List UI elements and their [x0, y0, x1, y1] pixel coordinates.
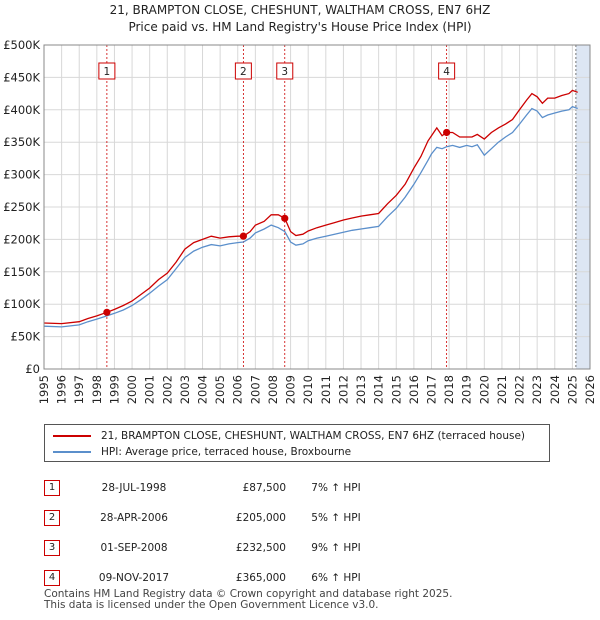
sale-label-box: [276, 62, 294, 80]
x-tick-label: 2014: [372, 375, 386, 404]
x-tick-label: 2025: [565, 375, 579, 404]
sale-number: 2: [44, 510, 60, 526]
y-tick-label: £500K: [3, 38, 40, 52]
footer-line-2: This data is licensed under the Open Gov…: [44, 599, 379, 611]
x-tick-label: 2010: [301, 375, 315, 404]
chart-title: 21, BRAMPTON CLOSE, CHESHUNT, WALTHAM CR…: [109, 3, 491, 17]
sale-label-box: [98, 62, 116, 80]
x-tick-label: 2000: [125, 375, 139, 404]
y-tick-label: £200K: [3, 232, 40, 246]
x-tick-label: 2008: [266, 375, 280, 404]
x-tick-label: 1995: [37, 375, 51, 404]
y-tick-label: £150K: [3, 265, 40, 279]
sale-price: £205,000: [235, 512, 286, 524]
x-tick-label: 2016: [407, 375, 421, 404]
x-tick-label: 1997: [72, 375, 86, 404]
x-tick-label: 2002: [160, 375, 174, 404]
legend-label-hpi: HPI: Average price, terraced house, Brox…: [101, 446, 352, 458]
x-tick-label: 2022: [513, 375, 527, 404]
y-tick-label: £0: [25, 362, 40, 376]
hpi-series-line: [43, 105, 578, 328]
y-tick-label: £350K: [3, 135, 40, 149]
x-tick-label: 2006: [231, 375, 245, 404]
sale-point: [103, 308, 111, 316]
sales-row: 1 28-JUL-1998 £87,500 7% ↑ HPI: [44, 473, 386, 503]
sale-hpi-diff: 7% ↑ HPI: [311, 482, 361, 494]
x-tick-label: 2012: [336, 375, 350, 404]
legend-swatch-hpi: [53, 451, 91, 453]
legend-item-hpi: HPI: Average price, terraced house, Brox…: [53, 444, 351, 460]
sales-row: 2 28-APR-2006 £205,000 5% ↑ HPI: [44, 503, 386, 533]
sale-date: 28-JUL-1998: [101, 482, 167, 494]
sale-price: £232,500: [235, 542, 286, 554]
x-tick-label: 2005: [213, 375, 227, 404]
y-tick-label: £250K: [3, 200, 40, 214]
legend-item-property: 21, BRAMPTON CLOSE, CHESHUNT, WALTHAM CR…: [53, 428, 525, 444]
sale-number: 3: [44, 540, 60, 556]
x-tick-label: 2021: [495, 375, 509, 404]
x-tick-label: 2011: [319, 375, 333, 404]
sale-number: 4: [44, 570, 60, 586]
sale-price: £365,000: [235, 572, 286, 584]
footer-line-1: Contains HM Land Registry data © Crown c…: [44, 588, 453, 600]
legend: 21, BRAMPTON CLOSE, CHESHUNT, WALTHAM CR…: [44, 424, 550, 462]
x-tick-label: 2013: [354, 375, 368, 404]
x-tick-label: 2001: [143, 375, 157, 404]
sale-date: 28-APR-2006: [100, 512, 168, 524]
sales-row: 4 09-NOV-2017 £365,000 6% ↑ HPI: [44, 563, 386, 593]
x-tick-label: 2023: [530, 375, 544, 404]
sale-label: 1: [104, 66, 111, 78]
x-tick-label: 2004: [196, 375, 210, 404]
sale-date: 09-NOV-2017: [98, 572, 170, 584]
x-tick-label: 2019: [460, 375, 474, 404]
plot-frame: [43, 44, 591, 370]
sale-point: [281, 214, 289, 222]
y-tick-label: £50K: [11, 330, 41, 344]
legend-label-property: 21, BRAMPTON CLOSE, CHESHUNT, WALTHAM CR…: [101, 430, 525, 442]
x-tick-label: 2018: [442, 375, 456, 404]
x-tick-label: 2015: [389, 375, 403, 404]
chart-subtitle: Price paid vs. HM Land Registry's House …: [128, 20, 472, 34]
sale-point: [443, 128, 451, 137]
sales-table: 1 28-JUL-1998 £87,500 7% ↑ HPI 2 28-APR-2006 £…: [44, 473, 386, 593]
sale-label-box: [438, 62, 456, 80]
x-tick-label: 2026: [583, 375, 597, 404]
sale-date: 01-SEP-2008: [100, 542, 168, 554]
footer: Contains HM Land Registry data © Crown c…: [44, 589, 452, 611]
sales-row: 3 01-SEP-2008 £232,500 9% ↑ HPI: [44, 533, 386, 563]
x-tick-label: 2020: [477, 375, 491, 404]
sale-label: 4: [443, 66, 450, 78]
sale-hpi-diff: 9% ↑ HPI: [311, 542, 361, 554]
legend-swatch-property: [53, 435, 91, 437]
sale-number: 1: [44, 480, 60, 496]
sale-label-box: [234, 62, 252, 80]
sale-hpi-diff: 5% ↑ HPI: [311, 512, 361, 524]
x-tick-label: 2007: [248, 375, 262, 404]
sale-price: £87,500: [242, 482, 286, 494]
y-tick-label: £100K: [3, 297, 40, 311]
x-tick-label: 2003: [178, 375, 192, 404]
y-tick-label: £400K: [3, 103, 40, 117]
y-tick-label: £450K: [3, 70, 40, 84]
sale-label: 2: [240, 66, 247, 78]
x-tick-label: 2009: [284, 375, 298, 404]
x-tick-label: 2024: [548, 375, 562, 404]
x-tick-label: 1998: [90, 375, 104, 404]
x-tick-label: 1999: [107, 375, 121, 404]
sale-hpi-diff: 6% ↑ HPI: [311, 572, 361, 584]
x-tick-label: 1996: [55, 375, 69, 404]
property-series-line: [43, 89, 578, 325]
sale-point: [239, 232, 247, 240]
price-chart: £0 £50K £100K £150K £200K £250K £300K £350K £400…: [3, 38, 597, 404]
sale-label: 3: [281, 66, 288, 78]
y-tick-label: £300K: [3, 168, 40, 182]
x-tick-label: 2017: [424, 375, 438, 404]
